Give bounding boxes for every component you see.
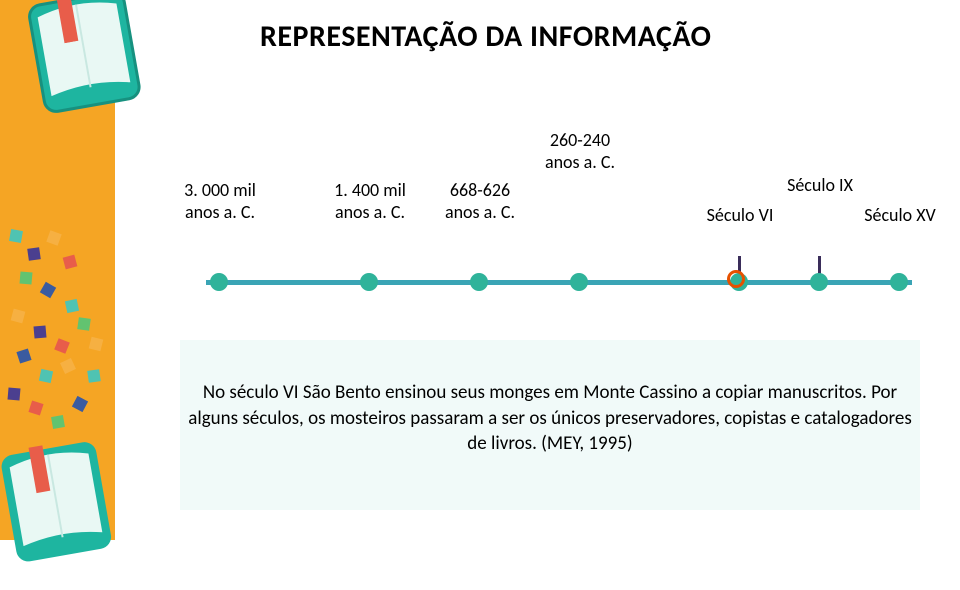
timeline-dot (470, 273, 488, 291)
confetti-piece (27, 247, 41, 261)
timeline-dot (570, 273, 588, 291)
confetti-piece (77, 317, 91, 331)
timeline-label: 260-240anos a. C. (520, 130, 640, 173)
timeline: 3. 000 milanos a. C.1. 400 milanos a. C.… (170, 120, 940, 320)
left-decor (0, 0, 170, 540)
timeline-dot (360, 273, 378, 291)
timeline-label: Século IX (760, 175, 880, 197)
page-title: REPRESENTAÇÃO DA INFORMAÇÃO (260, 18, 711, 55)
confetti-piece (7, 387, 20, 400)
timeline-label-line: anos a. C. (160, 202, 280, 224)
timeline-label: Século VI (680, 205, 800, 227)
confetti-piece (19, 271, 32, 284)
confetti-piece (65, 299, 79, 313)
timeline-label-line: anos a. C. (310, 202, 430, 224)
book-icon-bottom (0, 430, 140, 590)
caption-text: No século VI São Bento ensinou seus mong… (180, 380, 920, 457)
timeline-highlight-ring (727, 270, 745, 288)
timeline-dot (210, 273, 228, 291)
confetti-piece (87, 369, 101, 383)
confetti-piece (9, 229, 23, 243)
timeline-line (206, 280, 912, 285)
timeline-label-line: anos a. C. (520, 152, 640, 174)
timeline-label-line: Século IX (760, 175, 880, 197)
timeline-label-line: 3. 000 mil (160, 180, 280, 202)
confetti-piece (51, 415, 65, 429)
timeline-label-line: 1. 400 mil (310, 180, 430, 202)
timeline-label: 3. 000 milanos a. C. (160, 180, 280, 223)
book-icon (8, 0, 158, 140)
confetti-piece (33, 325, 46, 338)
timeline-label-line: 260-240 (520, 130, 640, 152)
timeline-label-line: 668-626 (420, 180, 540, 202)
timeline-label-line: Século XV (840, 205, 960, 227)
timeline-label-line: Século VI (680, 205, 800, 227)
timeline-label: 668-626anos a. C. (420, 180, 540, 223)
confetti-piece (39, 369, 53, 383)
timeline-label: 1. 400 milanos a. C. (310, 180, 430, 223)
timeline-dot (890, 273, 908, 291)
timeline-label-line: anos a. C. (420, 202, 540, 224)
timeline-label: Século XV (840, 205, 960, 227)
timeline-dot (810, 273, 828, 291)
